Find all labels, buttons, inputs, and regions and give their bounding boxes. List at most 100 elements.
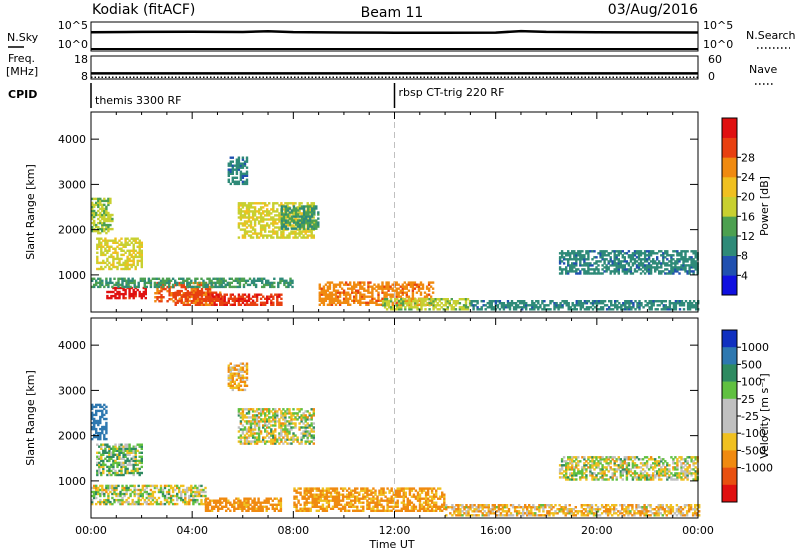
echo-cell-10: [407, 295, 411, 298]
echo-cell-4: [251, 418, 255, 421]
echo-cell-13: [613, 272, 616, 275]
echo-cell-2: [123, 277, 126, 280]
echo-cell-3: [223, 497, 226, 500]
echo-cell-2: [107, 281, 110, 285]
echo-cell-8: [288, 221, 292, 224]
echo-cell-5: [245, 384, 249, 387]
echo-cell-1: [160, 298, 163, 301]
echo-cell-4: [288, 432, 291, 435]
echo-cell-12: [664, 304, 667, 307]
echo-cell-0: [188, 486, 191, 490]
echo-cell-13: [639, 250, 643, 253]
echo-cell-4: [308, 418, 311, 421]
echo-cell-0: [184, 488, 187, 492]
echo-cell-6: [321, 495, 325, 498]
echo-cell-3: [243, 505, 246, 508]
echo-cell-7: [245, 220, 249, 223]
echo-cell-2: [267, 283, 270, 287]
echo-cell-10: [387, 281, 390, 284]
echo-cell-3: [273, 497, 276, 500]
echo-cell-7: [241, 224, 245, 227]
echo-cell-1: [99, 419, 102, 423]
echo-cell-4: [282, 424, 285, 427]
echo-cell-13: [569, 256, 572, 259]
echo-cell-8: [292, 219, 296, 222]
echo-cell-10: [395, 293, 398, 296]
echo-cell-8: [305, 217, 308, 220]
echo-cell-9: [239, 178, 243, 181]
echo-cell-0: [153, 486, 157, 490]
echo-cell-5: [243, 388, 247, 392]
echo-cell-4: [251, 422, 255, 425]
echo-cell-6: [333, 489, 337, 492]
echo-cell-4: [300, 418, 303, 421]
echo-cell-2: [234, 279, 238, 282]
echo-cell-0: [139, 502, 142, 506]
echo-cell-4: [237, 414, 241, 417]
echo-cell-9: [227, 172, 230, 175]
echo-cell-0: [180, 498, 183, 502]
echo-cell-7: [237, 222, 241, 225]
echo-cell-0: [182, 484, 185, 488]
echo-cell-13: [647, 264, 651, 267]
echo-cell-3: [247, 499, 250, 502]
echo-cell-2: [98, 467, 101, 471]
echo-cell-12: [610, 302, 613, 305]
echo-cell-7: [259, 226, 263, 229]
echo-cell-2: [116, 471, 119, 475]
echo-cell-7: [280, 202, 283, 205]
echo-cell-2: [96, 457, 99, 460]
echo-cell-6: [329, 499, 333, 502]
echo-cell-1: [156, 298, 159, 301]
echo-cell-13: [647, 252, 651, 255]
echo-cell-1: [93, 421, 96, 425]
echo-cell-3: [229, 503, 232, 506]
echo-cell-0: [184, 500, 187, 504]
echo-cell-0: [137, 494, 140, 498]
echo-cell-0: [174, 502, 177, 506]
echo-cell-6: [237, 293, 241, 296]
echo-cell-2: [132, 467, 135, 471]
echo-cell-5: [204, 303, 208, 306]
echo-cell-10: [353, 299, 356, 302]
echo-cell-11: [448, 302, 451, 305]
echo-cell-0: [145, 496, 148, 500]
echo-cell-2: [124, 465, 127, 469]
echo-cell-12: [502, 304, 506, 307]
echo-cell-3: [122, 261, 125, 265]
echo-cell-6: [217, 293, 220, 296]
echo-cell-9: [239, 172, 243, 175]
echo-cell-8: [286, 219, 290, 222]
echo-cell-6: [245, 299, 249, 302]
echo-cell-13: [617, 254, 620, 257]
echo-cell-2: [137, 285, 140, 289]
echo-cell-3: [100, 265, 103, 269]
echo-cell-13: [573, 254, 576, 257]
echo-cell-11: [414, 298, 417, 301]
echo-cell-4: [288, 412, 291, 415]
echo-cell-6: [309, 501, 312, 504]
echo-cell-2: [234, 277, 238, 280]
echo-cell-10: [411, 289, 415, 292]
echo-cell-7: [312, 216, 315, 219]
echo-cell-13: [676, 266, 679, 269]
echo-cell-6: [215, 293, 218, 296]
echo-cell-2: [106, 455, 109, 458]
echo-cell-4: [306, 418, 309, 421]
echo-cell-6: [331, 499, 335, 502]
echo-cell-13: [633, 254, 637, 257]
echo-cell-3: [102, 261, 105, 265]
echo-cell-5: [178, 297, 181, 300]
echo-cell-13: [583, 262, 586, 265]
echo-cell-13: [656, 256, 659, 259]
echo-cell-0: [157, 490, 161, 494]
echo-cell-2: [263, 277, 266, 280]
echo-cell-4: [251, 440, 255, 443]
echo-cell-2: [96, 443, 99, 446]
echo-cell-12: [555, 302, 558, 305]
echo-cell-2: [114, 473, 117, 477]
echo-cell-0: [136, 288, 139, 292]
echo-cell-0: [192, 486, 195, 490]
echo-cell-1: [194, 296, 198, 299]
echo-cell-12: [484, 304, 487, 307]
